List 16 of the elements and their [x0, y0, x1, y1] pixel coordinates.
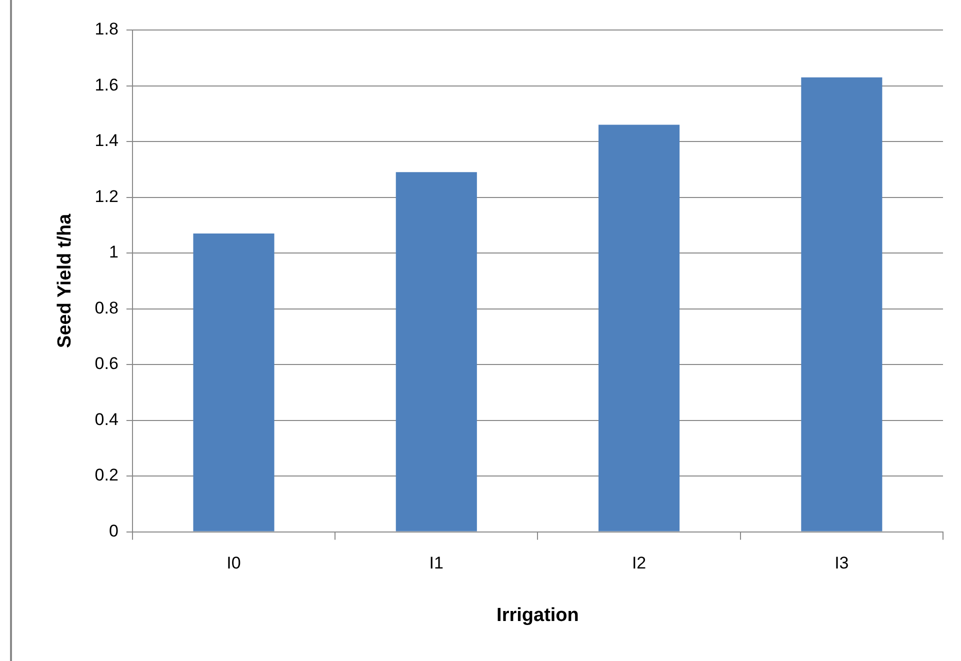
y-tick-label: 0.6 [94, 354, 118, 374]
x-axis-title: Irrigation [496, 604, 579, 626]
y-tick-label: 1.4 [94, 131, 118, 150]
x-tick-label: I3 [834, 554, 849, 573]
y-axis-title: Seed Yield t/ha [54, 213, 76, 348]
y-tick-label: 0.2 [94, 466, 118, 485]
y-tick-label: 1 [108, 242, 118, 262]
y-tick-label: 1.2 [94, 186, 118, 206]
y-tick-label: 0.8 [94, 298, 118, 318]
y-tick-label: 1.8 [94, 20, 118, 39]
y-tick-label: 0.4 [94, 410, 118, 429]
x-tick-label: I0 [226, 554, 241, 573]
x-tick-label: I2 [632, 554, 646, 573]
x-tick-label: I1 [429, 554, 444, 573]
y-tick-label: 0 [108, 521, 118, 540]
y-tick-label: 1.6 [94, 75, 118, 94]
